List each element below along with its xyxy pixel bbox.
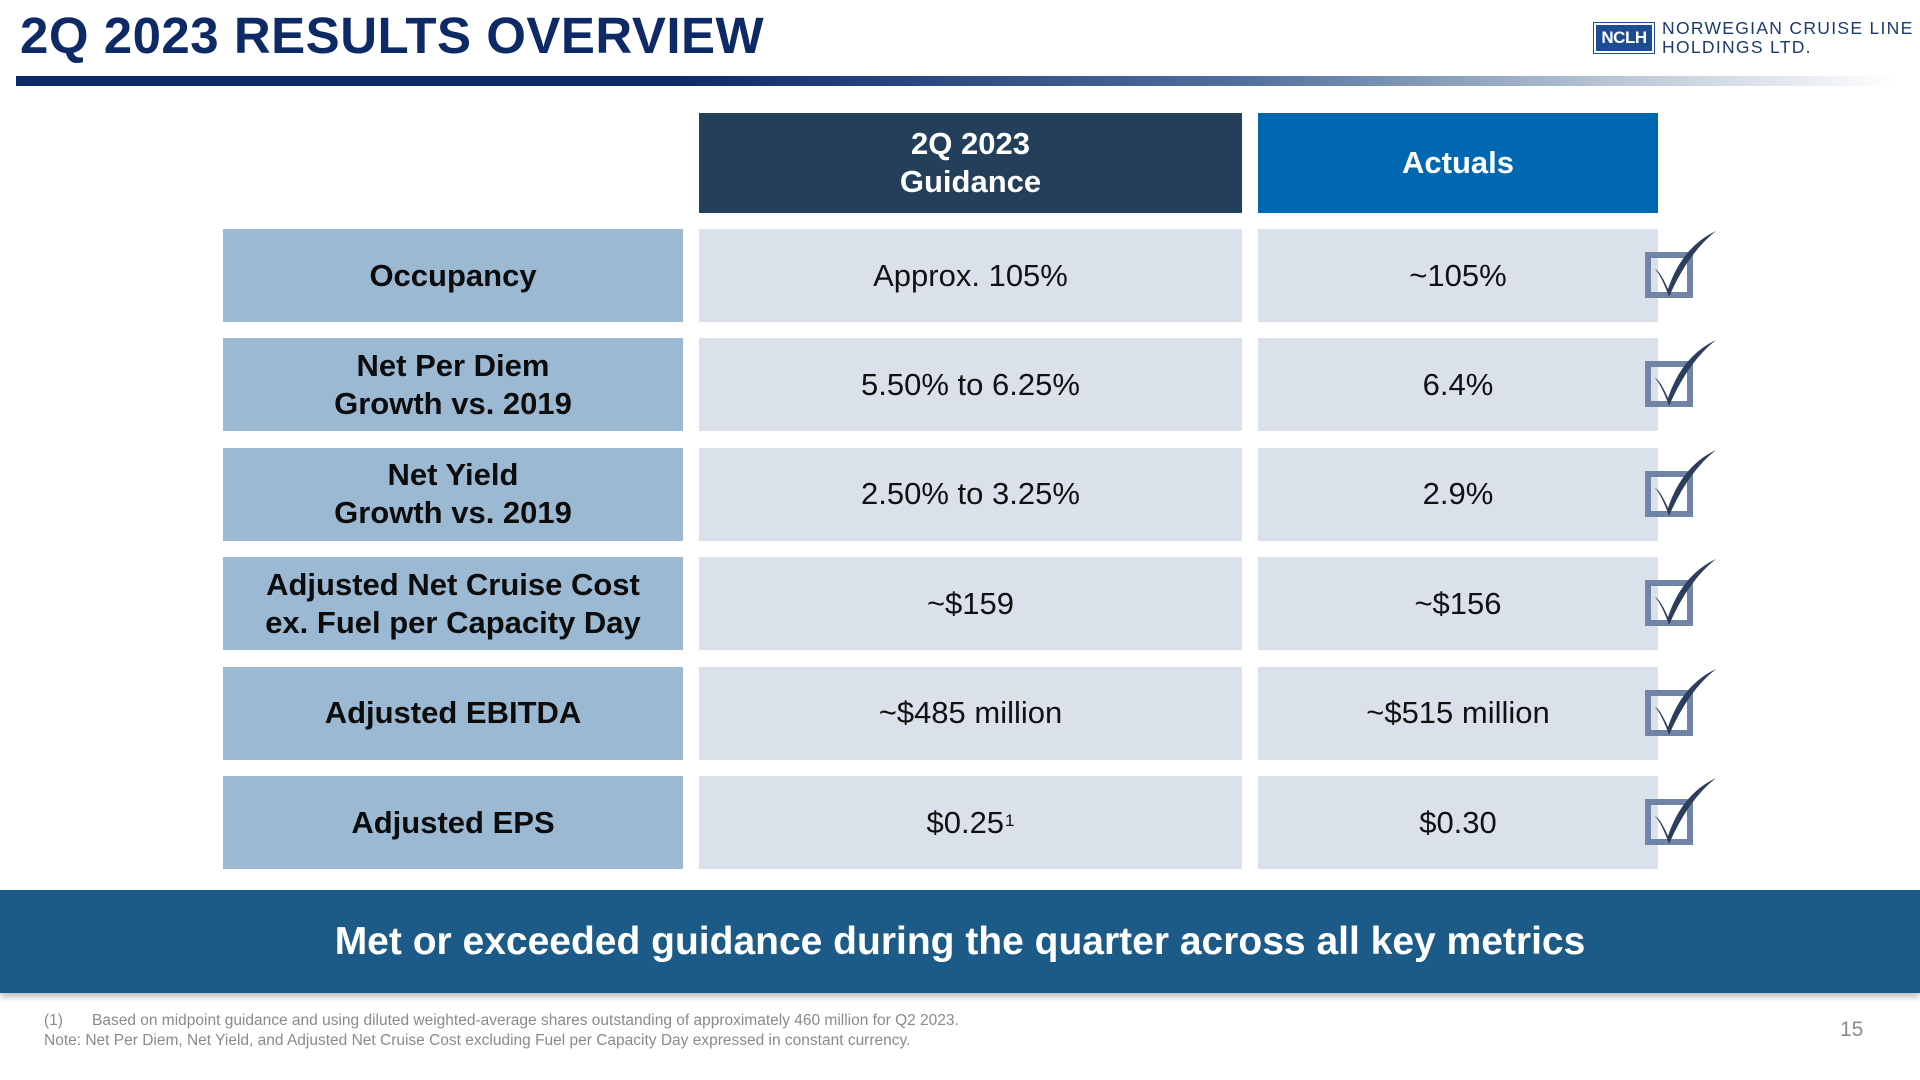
metric-label: Adjusted EBITDA <box>223 666 683 760</box>
metric-label: Adjusted EPS <box>223 776 683 869</box>
actual-value: 2.9% <box>1422 476 1494 512</box>
footnote-note: Note: Net Per Diem, Net Yield, and Adjus… <box>44 1032 911 1049</box>
table-row: Net Yield Growth vs. 2019 2.50% to 3.25% 2… <box>0 447 1920 541</box>
footnote-1: Based on midpoint guidance and using dil… <box>92 1012 959 1029</box>
guidance-cell: 2.50% to 3.25% <box>699 447 1242 541</box>
logo-wordmark: NORWEGIAN CRUISE LINE HOLDINGS LTD. <box>1662 19 1914 57</box>
actual-cell: 6.4% <box>1258 338 1658 432</box>
footnotes: (1) Based on midpoint guidance and using… <box>44 1011 959 1051</box>
actual-value: $0.30 <box>1419 804 1497 840</box>
guidance-cell: $0.25 1 <box>699 776 1242 869</box>
checkmark-icon <box>1638 559 1718 631</box>
guidance-value: $0.25 <box>926 804 1005 840</box>
table-row: Adjusted EPS $0.25 1 $0.30 <box>0 776 1920 869</box>
logo-abbreviation: NCLH <box>1594 23 1654 53</box>
actual-value: 6.4% <box>1422 366 1494 402</box>
footnote-reference: 1 <box>1005 810 1015 830</box>
actual-value: ~$156 <box>1414 585 1502 621</box>
metric-label: Adjusted Net Cruise Cost ex. Fuel per Ca… <box>223 557 683 651</box>
actuals-column-header: Actuals <box>1258 113 1658 213</box>
metric-label: Net Per Diem Growth vs. 2019 <box>223 338 683 432</box>
company-logo: NCLH NORWEGIAN CRUISE LINE HOLDINGS LTD. <box>1594 19 1914 57</box>
table-row: Adjusted Net Cruise Cost ex. Fuel per Ca… <box>0 557 1920 651</box>
page-title: 2Q 2023 RESULTS OVERVIEW <box>20 7 765 64</box>
metric-label: Net Yield Growth vs. 2019 <box>223 447 683 541</box>
title-underline <box>16 76 1896 86</box>
actual-cell: ~105% <box>1258 229 1658 322</box>
guidance-cell: ~$159 <box>699 557 1242 651</box>
logo-line-1: NORWEGIAN CRUISE LINE <box>1662 18 1914 38</box>
actual-value: ~105% <box>1409 257 1507 293</box>
guidance-value: ~$159 <box>926 585 1015 621</box>
guidance-value: 5.50% to 6.25% <box>861 366 1080 402</box>
actual-cell: ~$156 <box>1258 557 1658 651</box>
guidance-cell: ~$485 million <box>699 666 1242 760</box>
page-number: 15 <box>1840 1018 1864 1041</box>
guidance-column-header: 2Q 2023 Guidance <box>699 113 1242 213</box>
guidance-value: ~$485 million <box>878 695 1063 731</box>
table-row: Adjusted EBITDA ~$485 million ~$515 millio… <box>0 666 1920 760</box>
guidance-value: Approx. 105% <box>873 257 1068 293</box>
checkmark-icon <box>1638 778 1718 850</box>
metric-label: Occupancy <box>223 229 683 322</box>
actual-cell: $0.30 <box>1258 776 1658 869</box>
guidance-value: 2.50% to 3.25% <box>861 476 1080 512</box>
checkmark-icon <box>1638 340 1718 412</box>
guidance-cell: Approx. 105% <box>699 229 1242 322</box>
checkmark-icon <box>1638 668 1718 741</box>
actual-value: ~$515 million <box>1366 695 1550 731</box>
logo-line-2: HOLDINGS LTD. <box>1662 37 1812 57</box>
footnote-marker: (1) <box>44 1012 63 1029</box>
table-row: Net Per Diem Growth vs. 2019 5.50% to 6.2… <box>0 338 1920 432</box>
checkmark-icon <box>1638 449 1718 522</box>
table-row: Occupancy Approx. 105% ~105% <box>0 229 1920 322</box>
summary-banner: Met or exceeded guidance during the quar… <box>0 890 1920 993</box>
guidance-cell: 5.50% to 6.25% <box>699 338 1242 432</box>
actual-cell: 2.9% <box>1258 447 1658 541</box>
actual-cell: ~$515 million <box>1258 666 1658 760</box>
checkmark-icon <box>1638 231 1718 303</box>
